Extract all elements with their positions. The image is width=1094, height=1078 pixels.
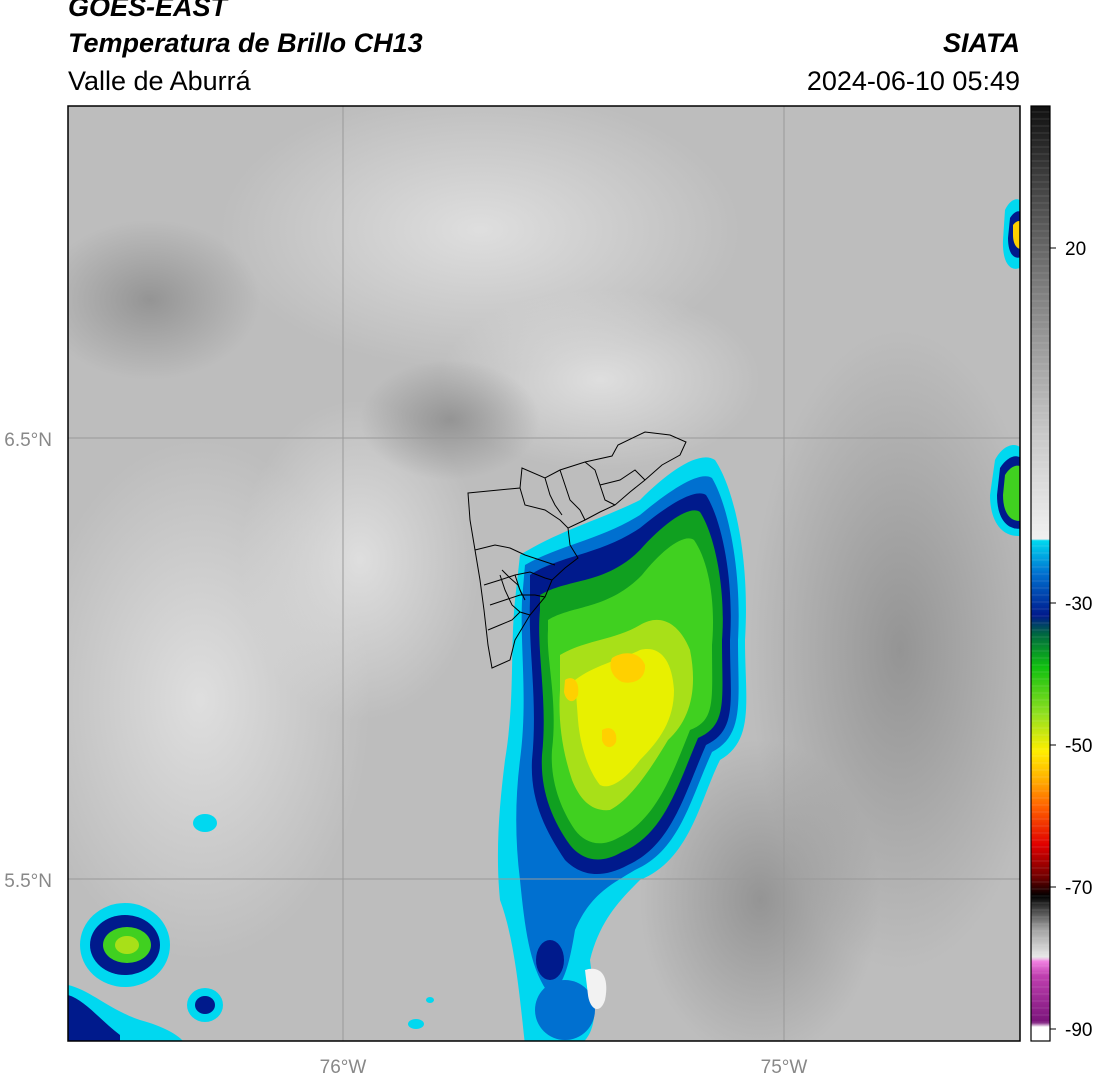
colorbar-bands [1031,111,1050,1037]
colorbar: 20 -30 -50 -70 -90 [1030,105,1092,1042]
convective-cloud-southwest [68,814,434,1041]
organization-label: SIATA [943,28,1020,58]
colorbar-label: -70 [1065,878,1092,899]
colorbar-frame [1030,105,1051,1042]
map-imagery [68,106,1020,1041]
lat-label-5-5n: 5.5°N [4,871,52,892]
lon-label-76w: 76°W [320,1057,367,1078]
colorbar-label: -30 [1065,594,1092,615]
map-frame [67,105,1021,1042]
convective-cloud-east [990,199,1020,536]
lat-label-6-5n: 6.5°N [4,430,52,451]
product-title: Temperatura de Brillo CH13 [68,28,423,58]
colorbar-label: 20 [1065,239,1086,260]
lon-label-75w: 75°W [761,1057,808,1078]
datetime-label: 2024-06-10 05:49 [806,66,1020,96]
colorbar-label: -50 [1065,736,1092,757]
colorbar-label: -90 [1065,1020,1092,1041]
colorbar-gradient [1031,106,1050,1041]
region-title: Valle de Aburrá [68,66,251,96]
convective-cloud-main [497,457,747,1041]
municipal-boundaries [467,431,687,669]
satellite-title: GOES-EAST [68,0,228,22]
